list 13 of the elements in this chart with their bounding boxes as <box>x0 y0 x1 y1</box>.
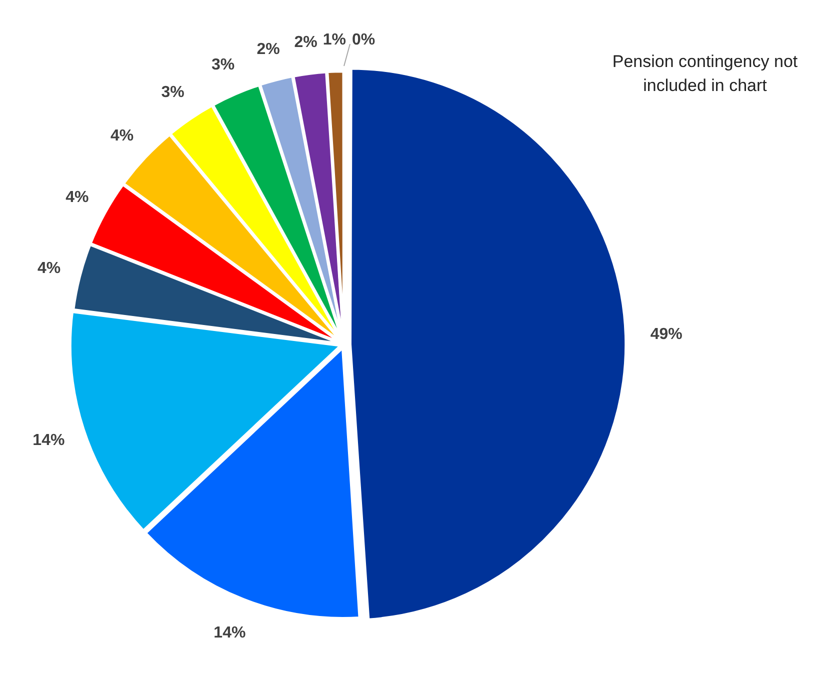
data-label: 3% <box>161 84 184 102</box>
data-label: 49% <box>650 326 682 343</box>
text: Pension contingency not included in chart <box>611 51 799 97</box>
data-label: 4% <box>110 127 134 144</box>
data-label: 14% <box>32 432 65 449</box>
data-label: 4% <box>66 189 89 206</box>
data-label: 3% <box>212 56 235 74</box>
data-label: 4% <box>38 260 61 278</box>
data-label: 2% <box>294 34 318 51</box>
data-label: 14% <box>214 624 246 642</box>
data-label: 2% <box>256 40 280 58</box>
text: 0% <box>352 31 376 48</box>
data-label: 1% <box>322 32 346 49</box>
